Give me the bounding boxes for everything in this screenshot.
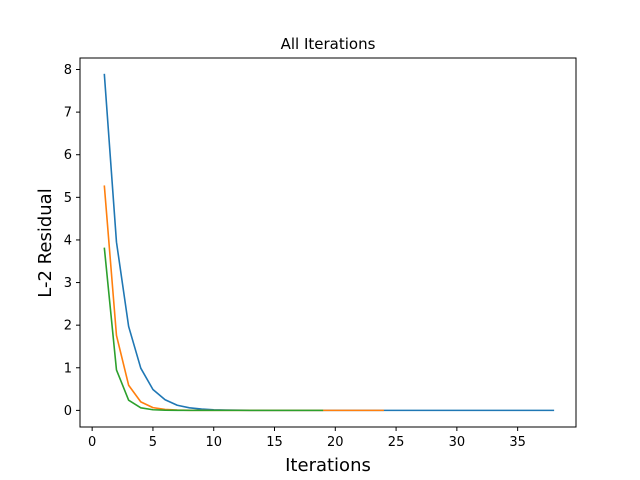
y-tick-label: 3: [64, 276, 72, 291]
y-tick-label: 4: [64, 233, 72, 248]
y-tick-label: 1: [64, 361, 72, 376]
x-tick-label: 20: [327, 435, 344, 450]
x-axis-label: Iterations: [285, 455, 371, 476]
y-tick-label: 0: [64, 404, 72, 419]
x-tick-label: 30: [449, 435, 466, 450]
x-tick-label: 5: [149, 435, 157, 450]
x-axis-ticks: 0 5 10 15 20 25 30 35: [88, 427, 526, 450]
chart-title: All Iterations: [281, 35, 376, 53]
y-tick-label: 2: [64, 319, 72, 334]
plot-frame: [79, 57, 577, 428]
x-tick-label: 35: [509, 435, 526, 450]
y-axis-label: L-2 Residual: [35, 188, 56, 297]
series-layer: [103, 73, 555, 412]
x-tick-label: 10: [205, 435, 222, 450]
series-line-1: [103, 73, 555, 412]
x-tick-label: 0: [88, 435, 96, 450]
x-tick-label: 25: [388, 435, 405, 450]
y-tick-label: 8: [64, 63, 72, 78]
y-tick-label: 7: [64, 106, 72, 121]
y-tick-label: 5: [64, 191, 72, 206]
y-axis-ticks: 0 1 2 3 4 5 6 7 8: [64, 63, 80, 419]
y-tick-label: 6: [64, 148, 72, 163]
series-line-3: [103, 247, 324, 412]
x-tick-label: 15: [266, 435, 283, 450]
